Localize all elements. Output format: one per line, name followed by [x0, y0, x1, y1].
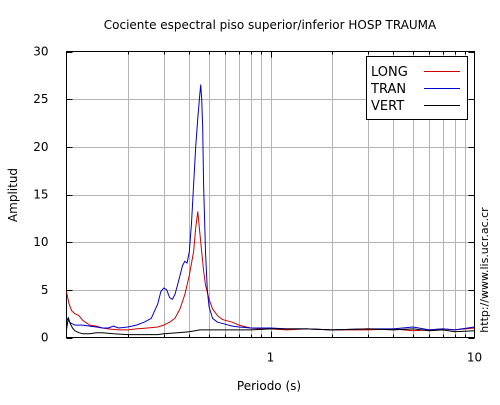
y-tick-label: 10 — [33, 235, 48, 249]
series-lines — [66, 84, 475, 336]
source-credit: http://www.lis.ucr.ac.cr — [478, 207, 491, 333]
y-tick-label: 5 — [41, 283, 49, 297]
legend-label-vert: VERT — [371, 99, 404, 114]
y-tick-label: 30 — [33, 45, 48, 59]
plot-frame — [66, 51, 475, 338]
y-tick-label: 15 — [33, 188, 48, 202]
y-axis-title: Amplitud — [6, 168, 20, 222]
y-tick-label: 0 — [41, 331, 49, 345]
y-tick-label: 20 — [33, 140, 48, 154]
x-axis-title: Periodo (s) — [237, 379, 301, 393]
x-tick-label: 10 — [467, 351, 482, 365]
axis-ticks: 0 5 10 15 20 25 30 1 10 — [33, 45, 482, 365]
legend-label-long: LONG — [371, 65, 408, 80]
series-line-vert — [66, 317, 475, 336]
legend-label-tran: TRAN — [370, 82, 406, 97]
x-tick-label: 1 — [267, 351, 275, 365]
y-tick-label: 25 — [33, 92, 48, 106]
legend: LONG TRAN VERT — [366, 56, 468, 120]
chart-title: Cociente espectral piso superior/inferio… — [104, 18, 437, 32]
